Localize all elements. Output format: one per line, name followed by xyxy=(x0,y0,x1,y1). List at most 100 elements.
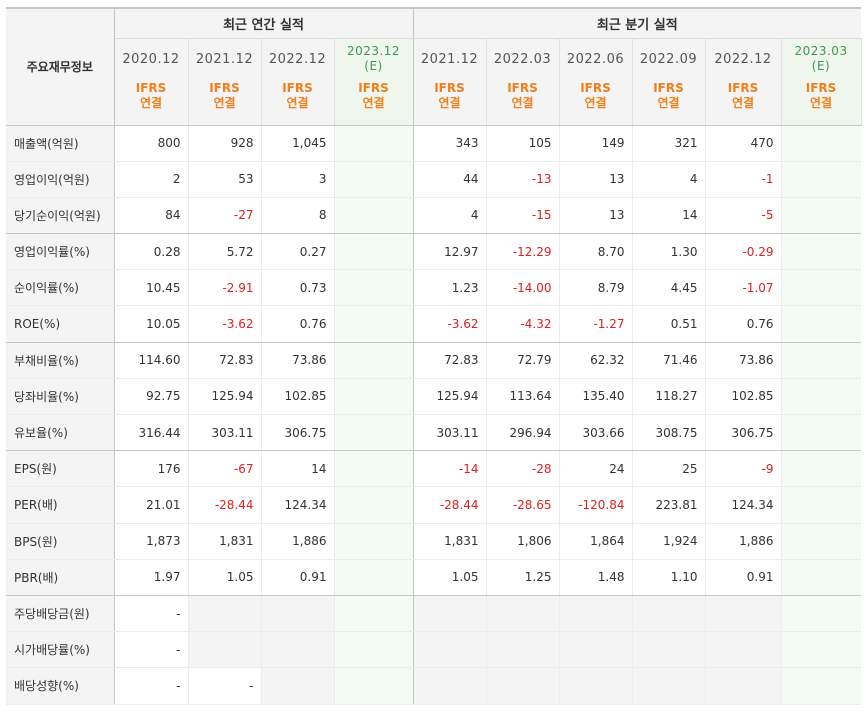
accounting-basis: IFRS 연결 xyxy=(486,80,560,126)
data-cell: 1,864 xyxy=(559,523,633,560)
basis-standard: IFRS xyxy=(580,81,611,95)
data-cell: 306.75 xyxy=(261,414,335,452)
data-cell: 8.79 xyxy=(559,269,633,307)
basis-scope: 연결 xyxy=(809,96,833,110)
data-cell: -15 xyxy=(486,197,560,235)
data-cell: 4 xyxy=(632,161,706,198)
data-cell: -14 xyxy=(413,450,487,488)
data-cell: 1.05 xyxy=(413,559,487,596)
table-row: 당좌비율(%) 92.75 125.94 102.85 125.94 113.64 135.… xyxy=(6,378,862,416)
table-row: 부채비율(%) 114.60 72.83 73.86 72.83 72.79 62.32 71… xyxy=(6,342,862,379)
data-cell: 13 xyxy=(559,197,633,235)
data-cell xyxy=(559,667,633,705)
data-cell: - xyxy=(114,631,189,669)
data-cell: 1.25 xyxy=(486,559,560,596)
data-cell: 105 xyxy=(486,125,560,162)
data-cell xyxy=(781,233,862,271)
data-cell: 1.30 xyxy=(632,233,706,271)
basis-scope: 연결 xyxy=(584,96,607,110)
period-header: 2020.12 xyxy=(114,38,189,80)
data-cell: -28 xyxy=(486,450,560,488)
data-cell xyxy=(781,342,862,379)
data-cell: 1,806 xyxy=(486,523,560,560)
estimate-marker: (E) xyxy=(811,59,831,74)
data-cell: 72.79 xyxy=(486,342,560,379)
accounting-basis: IFRS 연결 xyxy=(261,80,335,126)
basis-standard: IFRS xyxy=(507,81,538,95)
data-cell xyxy=(705,595,782,633)
data-cell xyxy=(781,595,862,633)
table-row: 영업이익(억원) 2 53 3 44 -13 13 4 -1 xyxy=(6,161,862,198)
data-cell xyxy=(188,595,262,633)
period-header: 2022.12 xyxy=(261,38,335,80)
data-cell: -4.32 xyxy=(486,305,560,343)
accounting-basis: IFRS 연결 xyxy=(114,80,189,126)
data-cell: 308.75 xyxy=(632,414,706,452)
accounting-basis: IFRS 연결 xyxy=(559,80,633,126)
table-row: 주당배당금(원) - xyxy=(6,595,862,633)
annual-group-header: 최근 연간 실적 xyxy=(114,7,414,39)
period-header: 2022.03 xyxy=(486,38,560,80)
basis-scope: 연결 xyxy=(731,96,755,110)
data-cell: 125.94 xyxy=(188,378,262,416)
data-cell: 149 xyxy=(559,125,633,162)
basis-scope: 연결 xyxy=(362,96,385,110)
data-cell xyxy=(334,161,414,198)
data-cell: -3.62 xyxy=(188,305,262,343)
basis-scope: 연결 xyxy=(657,96,680,110)
data-cell: 8.70 xyxy=(559,233,633,271)
data-cell xyxy=(334,486,414,524)
accounting-basis: IFRS 연결 xyxy=(188,80,262,126)
period-label: 2022.12 xyxy=(714,51,772,67)
data-cell: 125.94 xyxy=(413,378,487,416)
data-cell: 113.64 xyxy=(486,378,560,416)
quarter-group-header: 최근 분기 실적 xyxy=(413,7,862,39)
basis-scope: 연결 xyxy=(438,96,461,110)
period-header: 2022.09 xyxy=(632,38,706,80)
data-cell: 1,873 xyxy=(114,523,189,560)
data-cell xyxy=(781,559,862,596)
data-cell: 0.76 xyxy=(705,305,782,343)
data-cell: 306.75 xyxy=(705,414,782,452)
basis-standard: IFRS xyxy=(727,81,759,95)
period-label: 2022.03 xyxy=(493,51,552,67)
data-cell xyxy=(334,667,414,705)
row-label: 당좌비율(%) xyxy=(6,378,115,416)
data-cell: -9 xyxy=(705,450,782,488)
data-cell: -0.29 xyxy=(705,233,782,271)
data-cell: 73.86 xyxy=(261,342,335,379)
row-label: EPS(원) xyxy=(6,450,115,488)
data-cell xyxy=(781,486,862,524)
data-cell xyxy=(781,125,862,162)
data-cell xyxy=(334,450,414,488)
data-cell xyxy=(781,450,862,488)
data-cell xyxy=(705,631,782,669)
period-header: 2022.12 xyxy=(705,38,782,80)
data-cell: 321 xyxy=(632,125,706,162)
data-cell xyxy=(188,631,262,669)
table-row: 당기순이익(억원) 84 -27 8 4 -15 13 14 -5 xyxy=(6,197,862,235)
data-cell: 800 xyxy=(114,125,189,162)
table-row: PER(배) 21.01 -28.44 124.34 -28.44 -28.65 -120.… xyxy=(6,486,862,524)
data-cell: 2 xyxy=(114,161,189,198)
period-label: 2020.12 xyxy=(122,51,180,67)
data-cell: 0.91 xyxy=(261,559,335,596)
accounting-basis: IFRS 연결 xyxy=(334,80,414,126)
data-cell: 53 xyxy=(188,161,262,198)
data-cell: 303.66 xyxy=(559,414,633,452)
data-cell: 44 xyxy=(413,161,487,198)
period-label: 2022.12 xyxy=(268,51,327,67)
financial-summary-table: 주요재무정보 최근 연간 실적 최근 분기 실적 2020.12 2021.12 2… xyxy=(6,7,862,705)
data-cell xyxy=(632,667,706,705)
data-cell xyxy=(413,631,487,669)
basis-standard: IFRS xyxy=(358,81,389,95)
data-cell xyxy=(632,595,706,633)
data-cell: -5 xyxy=(705,197,782,235)
data-cell: -12.29 xyxy=(486,233,560,271)
row-label: 매출액(억원) xyxy=(6,125,115,162)
data-cell: 24 xyxy=(559,450,633,488)
data-cell: -13 xyxy=(486,161,560,198)
accounting-basis: IFRS 연결 xyxy=(632,80,706,126)
data-cell xyxy=(334,197,414,235)
data-cell: 0.73 xyxy=(261,269,335,307)
